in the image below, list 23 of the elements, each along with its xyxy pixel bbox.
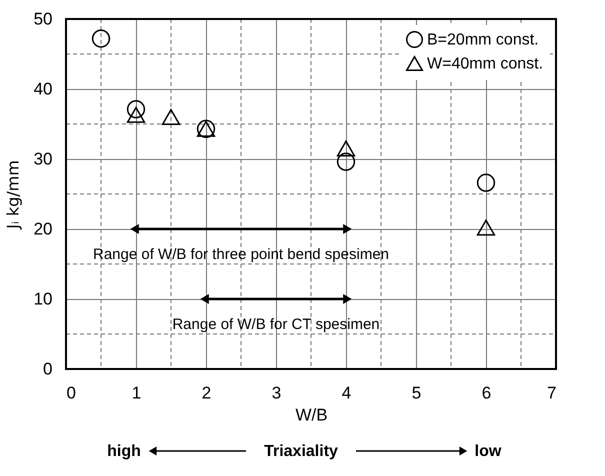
y-tick-label: 30 [34, 150, 52, 168]
legend-label: W=40mm const. [427, 56, 544, 72]
legend-label: B=20mm const. [427, 32, 539, 48]
x-tick-label: 5 [412, 384, 422, 402]
y-tick-label: 50 [34, 10, 52, 28]
y-tick-label: 40 [34, 80, 52, 98]
x-tick-label: 7 [547, 384, 556, 402]
x-tick-label: 2 [202, 384, 212, 402]
x-axis-title: W/B [295, 406, 328, 424]
x-tick-label: 0 [66, 384, 76, 402]
annotation: Range of W/B for CT spesimen [172, 316, 380, 333]
x-tick-label: 4 [342, 384, 352, 402]
y-tick-label: 20 [34, 220, 52, 238]
text: high [107, 443, 141, 460]
y-tick-label: 10 [34, 290, 52, 308]
x-tick-label: 6 [482, 384, 492, 402]
x-tick-label: 1 [132, 384, 142, 402]
x-tick-label: 3 [272, 384, 282, 402]
annotation: Range of W/B for three point bend spesimen [92, 246, 390, 263]
text: low [474, 443, 502, 460]
y-tick-label: 0 [43, 360, 52, 378]
text: Triaxiality [264, 443, 338, 460]
y-axis-title: Jᵢ kg/mm [4, 160, 23, 230]
